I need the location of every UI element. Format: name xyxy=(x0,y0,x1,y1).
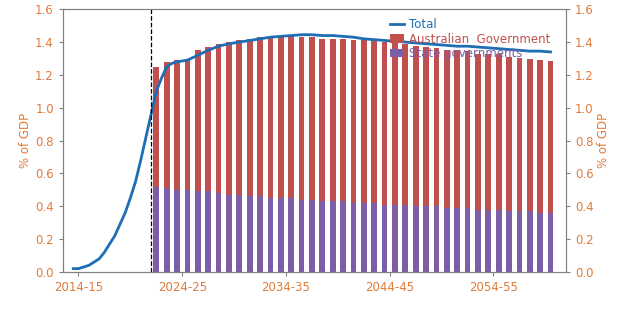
Bar xyxy=(392,43,398,205)
Bar xyxy=(548,213,554,272)
Bar xyxy=(247,197,252,272)
Bar xyxy=(164,62,169,188)
Bar xyxy=(164,188,169,272)
Bar xyxy=(475,53,481,210)
Bar xyxy=(433,48,439,206)
Bar xyxy=(153,67,159,187)
Bar xyxy=(465,51,470,208)
Bar xyxy=(330,201,335,272)
Bar xyxy=(454,50,460,208)
Bar xyxy=(309,37,314,200)
Bar xyxy=(216,44,221,193)
Bar xyxy=(496,54,501,210)
Bar xyxy=(506,211,512,272)
Bar xyxy=(382,205,387,272)
Bar xyxy=(506,57,512,211)
Bar xyxy=(444,208,450,272)
Bar xyxy=(278,198,284,272)
Bar xyxy=(361,40,367,203)
Bar xyxy=(320,39,325,201)
Bar xyxy=(288,198,294,272)
Bar xyxy=(226,195,231,272)
Bar xyxy=(340,39,346,201)
Bar xyxy=(184,190,190,272)
Bar xyxy=(516,58,522,211)
Bar xyxy=(309,200,314,272)
Bar xyxy=(548,61,554,213)
Bar xyxy=(527,58,533,211)
Bar xyxy=(350,40,356,203)
Bar xyxy=(330,39,335,201)
Bar xyxy=(195,192,201,272)
Bar xyxy=(237,40,242,195)
Bar xyxy=(496,210,501,272)
Bar xyxy=(413,46,418,206)
Bar xyxy=(237,195,242,272)
Bar xyxy=(392,205,398,272)
Bar xyxy=(465,208,470,272)
Bar xyxy=(267,198,273,272)
Bar xyxy=(403,205,408,272)
Bar xyxy=(340,201,346,272)
Bar xyxy=(454,208,460,272)
Y-axis label: % of GDP: % of GDP xyxy=(597,113,610,168)
Bar xyxy=(371,203,377,272)
Bar xyxy=(527,211,533,272)
Bar xyxy=(205,47,211,192)
Legend: Total, Australian  Government, State governments: Total, Australian Government, State gove… xyxy=(390,18,550,60)
Bar xyxy=(216,193,221,272)
Bar xyxy=(267,37,273,198)
Bar xyxy=(226,42,231,195)
Bar xyxy=(299,37,304,200)
Bar xyxy=(433,206,439,272)
Bar xyxy=(320,201,325,272)
Bar xyxy=(247,39,252,197)
Bar xyxy=(153,187,159,272)
Bar xyxy=(205,192,211,272)
Bar xyxy=(537,60,543,213)
Bar xyxy=(350,203,356,272)
Bar xyxy=(423,206,429,272)
Y-axis label: % of GDP: % of GDP xyxy=(19,113,32,168)
Bar xyxy=(174,190,180,272)
Bar xyxy=(444,50,450,208)
Bar xyxy=(184,58,190,190)
Bar xyxy=(486,210,491,272)
Bar xyxy=(382,42,387,205)
Bar xyxy=(413,206,418,272)
Bar xyxy=(257,197,263,272)
Bar xyxy=(278,37,284,198)
Bar xyxy=(486,53,491,210)
Bar xyxy=(361,203,367,272)
Bar xyxy=(475,210,481,272)
Bar xyxy=(403,44,408,205)
Bar xyxy=(288,36,294,198)
Bar xyxy=(299,200,304,272)
Bar xyxy=(257,37,263,197)
Bar xyxy=(371,40,377,203)
Bar xyxy=(174,60,180,190)
Bar xyxy=(516,211,522,272)
Bar xyxy=(195,50,201,192)
Bar xyxy=(423,47,429,206)
Bar xyxy=(537,213,543,272)
